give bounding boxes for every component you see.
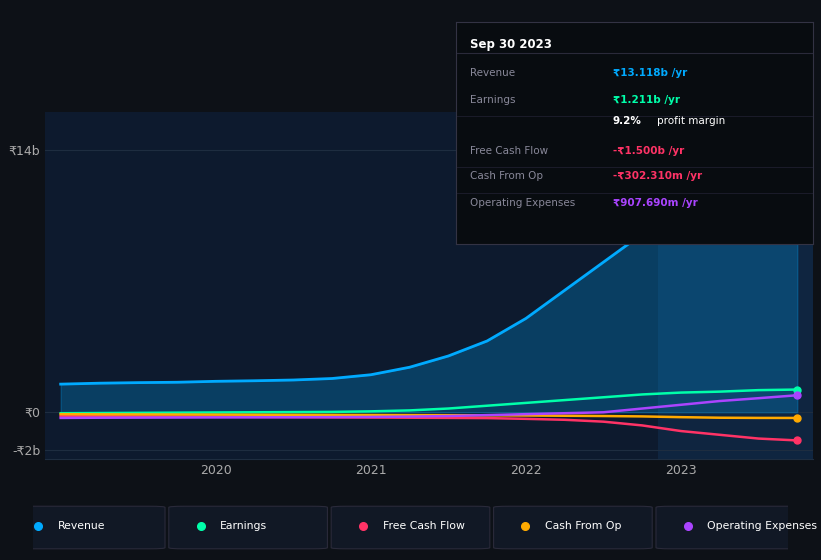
FancyBboxPatch shape bbox=[493, 506, 652, 549]
Text: Cash From Op: Cash From Op bbox=[470, 171, 543, 181]
Text: Free Cash Flow: Free Cash Flow bbox=[383, 521, 465, 531]
FancyBboxPatch shape bbox=[7, 506, 165, 549]
Text: -₹302.310m /yr: -₹302.310m /yr bbox=[612, 171, 702, 181]
FancyBboxPatch shape bbox=[169, 506, 328, 549]
Text: profit margin: profit margin bbox=[658, 116, 726, 126]
FancyBboxPatch shape bbox=[656, 506, 814, 549]
Text: Revenue: Revenue bbox=[57, 521, 105, 531]
Text: ₹1.211b /yr: ₹1.211b /yr bbox=[612, 95, 680, 105]
Text: ₹907.690m /yr: ₹907.690m /yr bbox=[612, 198, 698, 208]
Text: Cash From Op: Cash From Op bbox=[545, 521, 621, 531]
Bar bbox=[658, 112, 821, 459]
Text: Operating Expenses: Operating Expenses bbox=[708, 521, 818, 531]
Text: Earnings: Earnings bbox=[470, 95, 516, 105]
Text: ₹13.118b /yr: ₹13.118b /yr bbox=[612, 68, 687, 78]
FancyBboxPatch shape bbox=[331, 506, 490, 549]
Text: Earnings: Earnings bbox=[220, 521, 268, 531]
Text: Free Cash Flow: Free Cash Flow bbox=[470, 146, 548, 156]
Text: 9.2%: 9.2% bbox=[612, 116, 642, 126]
Text: -₹1.500b /yr: -₹1.500b /yr bbox=[612, 146, 684, 156]
Text: Revenue: Revenue bbox=[470, 68, 515, 78]
Text: Operating Expenses: Operating Expenses bbox=[470, 198, 576, 208]
Text: Sep 30 2023: Sep 30 2023 bbox=[470, 38, 552, 51]
